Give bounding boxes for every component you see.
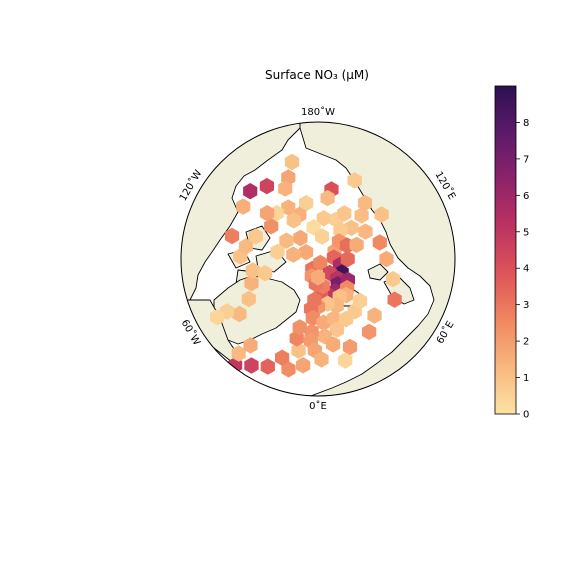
hex-cell (278, 180, 293, 197)
hex-cell (344, 219, 359, 237)
hex-cell (357, 194, 373, 212)
hex-cell (224, 227, 240, 245)
hex-cell (286, 246, 301, 263)
hex-cell (248, 228, 263, 245)
hex-cell (244, 357, 259, 374)
hex-cell (305, 309, 320, 327)
hex-cell (281, 361, 296, 378)
land-eurasia (299, 122, 455, 396)
colorbar-tick-label: 7 (523, 154, 529, 165)
hex-cell (340, 250, 355, 268)
colorbar-tick-label: 6 (523, 191, 529, 202)
colorbar-tick-label: 5 (523, 227, 529, 238)
hex-cell (326, 336, 341, 353)
hex-cell (293, 229, 308, 247)
longitude-label: 180˚W (301, 106, 335, 118)
hex-cell (243, 337, 258, 354)
hex-cell (259, 177, 274, 195)
land-franz-josef (367, 263, 389, 281)
hex-cell (310, 269, 326, 286)
hex-cell (260, 205, 275, 222)
hex-cell (347, 172, 362, 189)
colorbar-tick-label: 3 (523, 300, 529, 311)
colorbar-ticks: 0 1 2 3 4 5 6 7 8 (516, 118, 529, 421)
hex-cell (379, 250, 394, 268)
hex-cell (320, 189, 335, 207)
hex-cell (342, 338, 358, 356)
hex-cell (292, 319, 307, 336)
hex-cell (299, 195, 314, 212)
hex-cell (260, 358, 275, 375)
hex-cell (264, 218, 279, 235)
hex-cell (314, 351, 329, 368)
hex-cell (385, 270, 401, 288)
map-title: Surface NO₃ (μM) (265, 68, 369, 82)
colorbar-tick-label: 1 (523, 373, 529, 384)
hex-cell (374, 206, 389, 223)
hex-cell (291, 342, 306, 359)
hex-cell (245, 262, 260, 279)
hex-cell (299, 244, 314, 261)
hex-cell (270, 243, 285, 261)
polar-map (181, 122, 455, 396)
land-canadian-archipelago (227, 225, 287, 293)
hex-cell (358, 223, 373, 240)
hex-cell (338, 352, 353, 369)
colorbar-gradient (494, 85, 517, 415)
hex-cell (329, 321, 344, 338)
hex-cell (286, 212, 301, 229)
hex-cell (244, 275, 259, 292)
hex-cell (387, 291, 402, 308)
hex-cell (241, 290, 256, 308)
hex-cell (238, 238, 254, 255)
hex-cell (333, 222, 348, 239)
hex-cell (313, 254, 328, 272)
hex-cell (352, 292, 368, 310)
hex-cell (258, 265, 273, 282)
hex-cell (236, 198, 251, 215)
hex-cell (367, 307, 382, 324)
hex-cell (296, 357, 311, 374)
hex-cell (210, 309, 225, 326)
hex-cell (243, 183, 258, 200)
colorbar: 0 1 2 3 4 5 6 7 8 (494, 85, 529, 421)
hex-cell (372, 234, 387, 251)
hex-cell (316, 210, 331, 227)
map-frame (180, 121, 456, 397)
hex-cell (284, 153, 300, 171)
hex-cell (281, 199, 296, 216)
longitude-label: 0˚E (309, 400, 327, 412)
hex-cell (279, 232, 294, 249)
hex-cell (275, 349, 290, 366)
colorbar-tick-label: 0 (523, 410, 529, 421)
colorbar-tick-label: 2 (523, 337, 529, 348)
hex-cell (231, 345, 246, 362)
hex-cell (337, 205, 352, 222)
hex-cell (354, 207, 369, 224)
nitrate-hex-cells (210, 153, 402, 378)
colorbar-tick-label: 8 (523, 118, 529, 129)
hex-cell (349, 236, 364, 254)
hex-cell (362, 323, 377, 341)
colorbar-tick-label: 4 (523, 264, 529, 275)
hex-cell (232, 305, 247, 323)
hex-cell (314, 228, 330, 245)
